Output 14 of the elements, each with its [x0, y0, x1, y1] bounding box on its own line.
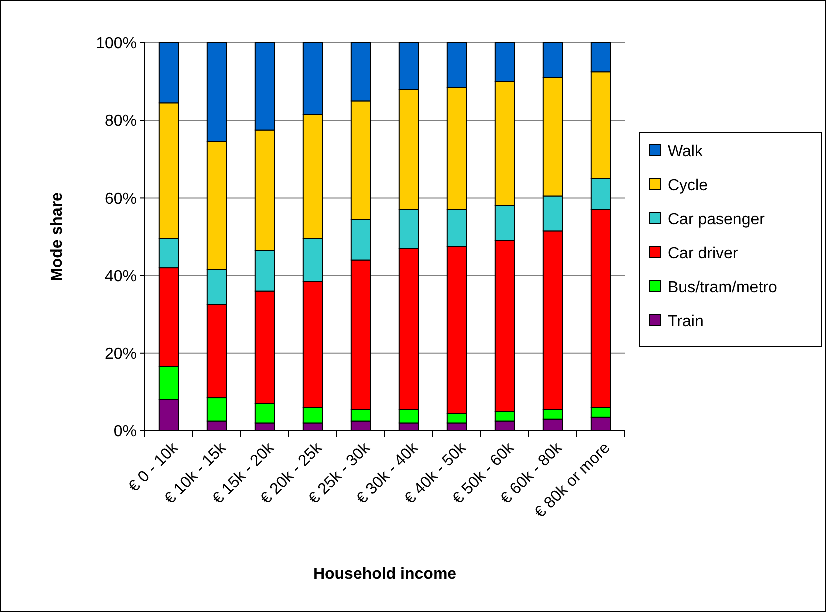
y-tick-label: 80% [104, 113, 137, 130]
x-axis-title: Household income [313, 566, 457, 583]
y-tick-label: 0% [114, 424, 137, 441]
y-tick-label: 60% [104, 190, 137, 208]
legend-label: Walk [668, 144, 704, 161]
y-axis-title: Mode share [49, 192, 66, 282]
y-tick-label: 40% [104, 268, 137, 286]
legend-label: Car driver [668, 246, 739, 263]
legend-label: Bus/tram/metro [668, 280, 778, 297]
legend-label: Train [668, 314, 704, 331]
y-tick-label: 100% [96, 36, 137, 53]
legend-label: Cycle [668, 178, 708, 195]
legend-label: Car pasenger [668, 212, 766, 229]
y-tick-label: 20% [104, 346, 137, 363]
